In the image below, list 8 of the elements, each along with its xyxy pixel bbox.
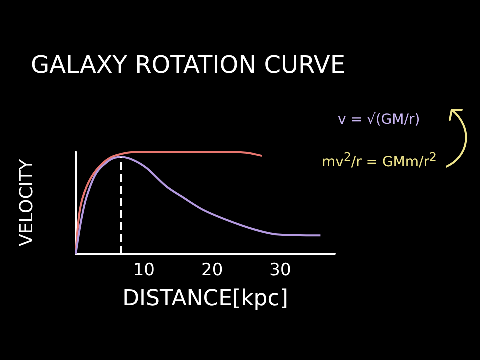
- x-tick-label: 20: [201, 260, 224, 280]
- text: v = √(GM/r): [338, 112, 420, 128]
- x-tick-label: 10: [133, 260, 155, 280]
- x-tick-label: 30: [270, 260, 292, 280]
- chart-title: GALAXY ROTATION CURVE: [31, 51, 346, 79]
- annotation: mv$^{2}$/r = GMm/r$^{2}$: [322, 150, 437, 171]
- x-axis-title: DISTANCE[kpc]: [122, 286, 288, 312]
- y-axis-title: VELOCITY: [16, 158, 38, 247]
